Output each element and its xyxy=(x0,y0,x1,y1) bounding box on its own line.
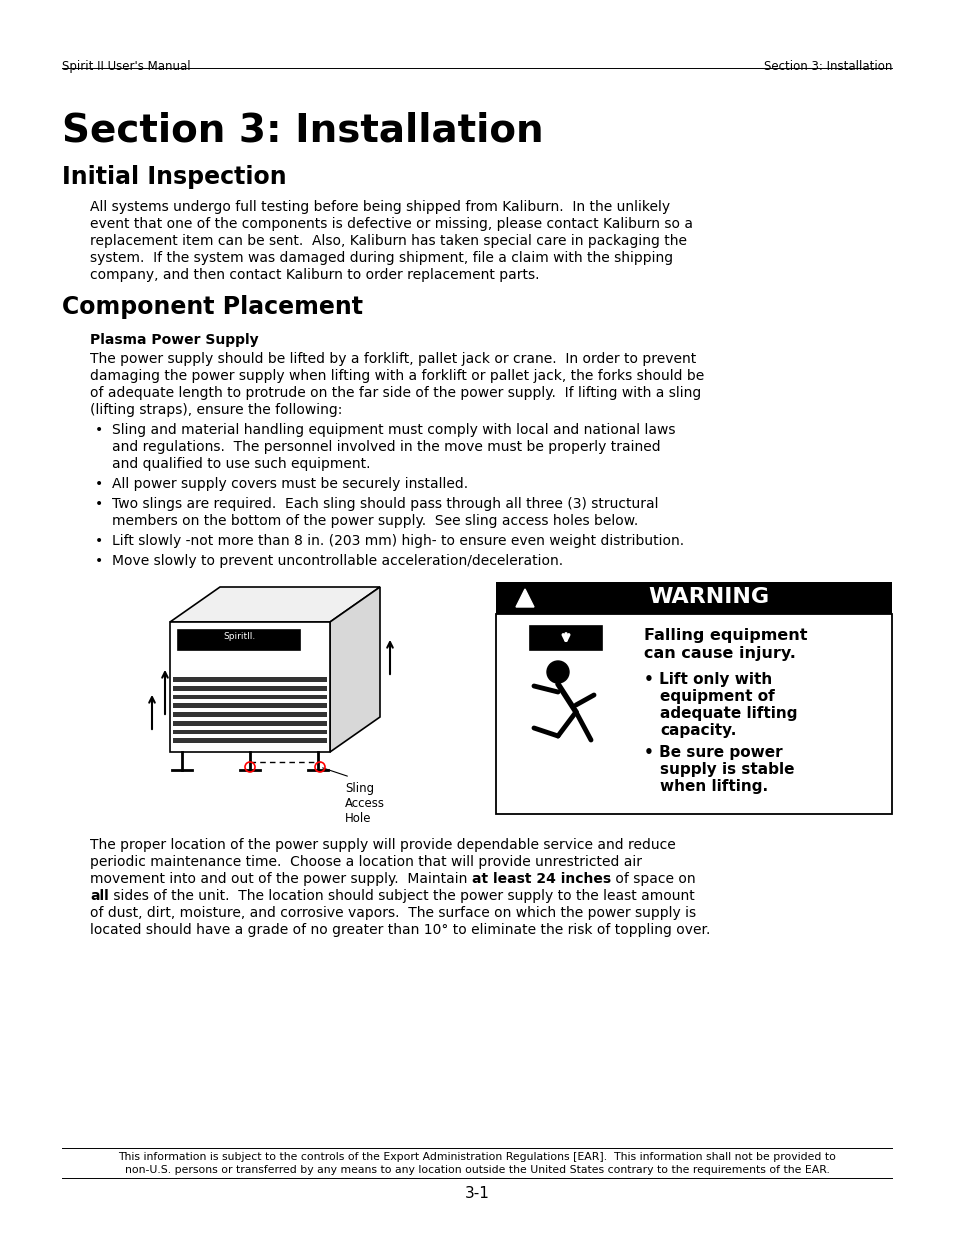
Text: •: • xyxy=(95,534,103,548)
Text: Sling and material handling equipment must comply with local and national laws: Sling and material handling equipment mu… xyxy=(112,424,675,437)
Polygon shape xyxy=(172,713,327,716)
Circle shape xyxy=(546,661,568,683)
Text: !: ! xyxy=(522,603,527,613)
Text: • Be sure power: • Be sure power xyxy=(643,745,781,760)
Text: Lift slowly -not more than 8 in. (203 mm) high- to ensure even weight distributi: Lift slowly -not more than 8 in. (203 mm… xyxy=(112,534,683,548)
Text: capacity.: capacity. xyxy=(659,722,736,739)
Text: •: • xyxy=(95,424,103,437)
Text: •: • xyxy=(95,496,103,511)
FancyBboxPatch shape xyxy=(496,582,891,614)
Text: Plasma Power Supply: Plasma Power Supply xyxy=(90,333,258,347)
Polygon shape xyxy=(172,739,327,743)
Text: supply is stable: supply is stable xyxy=(659,762,794,777)
Polygon shape xyxy=(530,626,601,650)
Text: movement into and out of the power supply.  Maintain: movement into and out of the power suppl… xyxy=(90,872,471,885)
Polygon shape xyxy=(172,677,327,682)
Text: WARNING: WARNING xyxy=(648,587,769,606)
Text: when lifting.: when lifting. xyxy=(659,779,767,794)
Text: •: • xyxy=(95,477,103,492)
Text: system.  If the system was damaged during shipment, file a claim with the shippi: system. If the system was damaged during… xyxy=(90,251,673,266)
Polygon shape xyxy=(330,587,379,752)
Text: All systems undergo full testing before being shipped from Kaliburn.  In the unl: All systems undergo full testing before … xyxy=(90,200,669,214)
Text: Spirit II User's Manual: Spirit II User's Manual xyxy=(62,61,191,73)
Polygon shape xyxy=(172,703,327,708)
Polygon shape xyxy=(172,730,327,735)
Text: Move slowly to prevent uncontrollable acceleration/deceleration.: Move slowly to prevent uncontrollable ac… xyxy=(112,555,562,568)
Text: replacement item can be sent.  Also, Kaliburn has taken special care in packagin: replacement item can be sent. Also, Kali… xyxy=(90,233,686,248)
Text: all: all xyxy=(90,889,109,903)
Text: members on the bottom of the power supply.  See sling access holes below.: members on the bottom of the power suppl… xyxy=(112,514,638,529)
Text: of dust, dirt, moisture, and corrosive vapors.  The surface on which the power s: of dust, dirt, moisture, and corrosive v… xyxy=(90,906,696,920)
Polygon shape xyxy=(178,630,299,650)
Text: SpiritII.: SpiritII. xyxy=(224,632,255,641)
Text: of adequate length to protrude on the far side of the power supply.  If lifting : of adequate length to protrude on the fa… xyxy=(90,387,700,400)
Text: equipment of: equipment of xyxy=(659,689,774,704)
Text: 3-1: 3-1 xyxy=(464,1186,489,1200)
Text: Falling equipment: Falling equipment xyxy=(643,629,806,643)
Text: sides of the unit.  The location should subject the power supply to the least am: sides of the unit. The location should s… xyxy=(109,889,694,903)
Polygon shape xyxy=(172,721,327,726)
Text: (lifting straps), ensure the following:: (lifting straps), ensure the following: xyxy=(90,403,342,417)
Text: at least 24 inches: at least 24 inches xyxy=(471,872,610,885)
Text: and qualified to use such equipment.: and qualified to use such equipment. xyxy=(112,457,370,471)
Text: located should have a grade of no greater than 10° to eliminate the risk of topp: located should have a grade of no greate… xyxy=(90,923,710,937)
Text: This information is subject to the controls of the Export Administration Regulat: This information is subject to the contr… xyxy=(118,1152,835,1162)
Text: The power supply should be lifted by a forklift, pallet jack or crane.  In order: The power supply should be lifted by a f… xyxy=(90,352,696,366)
Text: event that one of the components is defective or missing, please contact Kalibur: event that one of the components is defe… xyxy=(90,217,692,231)
Text: • Lift only with: • Lift only with xyxy=(643,672,771,687)
Text: Two slings are required.  Each sling should pass through all three (3) structura: Two slings are required. Each sling shou… xyxy=(112,496,658,511)
Text: Initial Inspection: Initial Inspection xyxy=(62,165,286,189)
Polygon shape xyxy=(170,622,330,752)
Text: •: • xyxy=(95,555,103,568)
Text: damaging the power supply when lifting with a forklift or pallet jack, the forks: damaging the power supply when lifting w… xyxy=(90,369,703,383)
Text: Sling
Access
Hole: Sling Access Hole xyxy=(345,782,385,825)
Polygon shape xyxy=(516,589,534,606)
Text: can cause injury.: can cause injury. xyxy=(643,646,795,661)
Text: Section 3: Installation: Section 3: Installation xyxy=(62,112,543,149)
Text: and regulations.  The personnel involved in the move must be properly trained: and regulations. The personnel involved … xyxy=(112,440,659,454)
Text: Component Placement: Component Placement xyxy=(62,295,363,319)
Polygon shape xyxy=(172,694,327,699)
Polygon shape xyxy=(170,587,379,622)
Text: of space on: of space on xyxy=(610,872,695,885)
Text: All power supply covers must be securely installed.: All power supply covers must be securely… xyxy=(112,477,468,492)
Text: non-U.S. persons or transferred by any means to any location outside the United : non-U.S. persons or transferred by any m… xyxy=(125,1165,828,1174)
Polygon shape xyxy=(172,685,327,690)
Text: company, and then contact Kaliburn to order replacement parts.: company, and then contact Kaliburn to or… xyxy=(90,268,539,282)
Text: periodic maintenance time.  Choose a location that will provide unrestricted air: periodic maintenance time. Choose a loca… xyxy=(90,855,641,869)
Text: adequate lifting: adequate lifting xyxy=(659,706,797,721)
Text: Section 3: Installation: Section 3: Installation xyxy=(762,61,891,73)
Text: The proper location of the power supply will provide dependable service and redu: The proper location of the power supply … xyxy=(90,839,675,852)
FancyBboxPatch shape xyxy=(496,614,891,814)
